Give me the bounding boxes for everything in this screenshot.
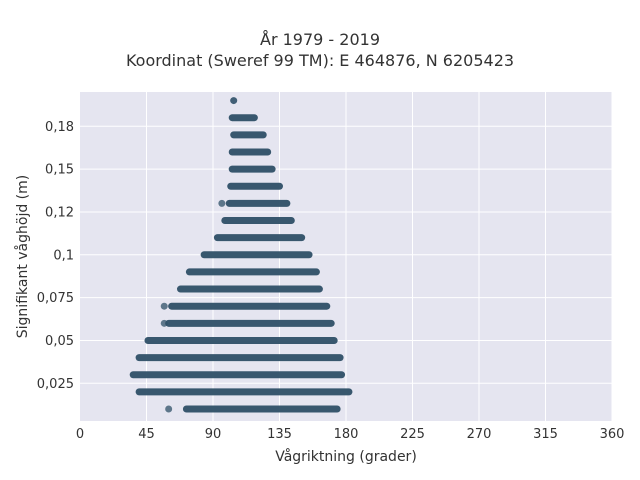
y-tick-label: 0,025 [37,377,74,392]
data-point [218,199,226,207]
x-tick-label: 315 [533,427,558,442]
data-point [165,405,173,413]
y-tick-label: 0,05 [45,334,74,349]
x-tick-label: 135 [267,427,292,442]
y-tick-label: 0,1 [53,248,74,263]
x-tick-label: 225 [400,427,425,442]
data-point [160,319,168,327]
data-points [129,97,353,413]
chart-title-line1: År 1979 - 2019 [260,30,380,49]
chart-title-line2: Koordinat (Sweref 99 TM): E 464876, N 62… [125,51,515,70]
x-tick-label: 180 [334,427,359,442]
y-tick-label: 0,15 [45,163,74,178]
x-tick-label: 0 [76,427,84,442]
y-axis-ticks: 0,025 0,05 0,075 0,1 0,12 0,15 0,18 [37,120,74,392]
x-axis-ticks: 0 45 90 135 180 225 270 315 360 [76,427,625,442]
x-tick-label: 45 [138,427,155,442]
x-axis-label: Vågriktning (grader) [275,448,417,465]
data-point [160,302,168,310]
y-tick-label: 0,075 [37,291,74,306]
y-tick-label: 0,12 [45,205,74,220]
data-point [230,97,238,105]
x-tick-label: 90 [205,427,222,442]
x-tick-label: 360 [600,427,625,442]
grid-lines [80,92,613,421]
y-tick-label: 0,18 [45,120,74,135]
y-axis-label: Signifikant våghöjd (m) [14,175,31,338]
x-tick-label: 270 [467,427,492,442]
